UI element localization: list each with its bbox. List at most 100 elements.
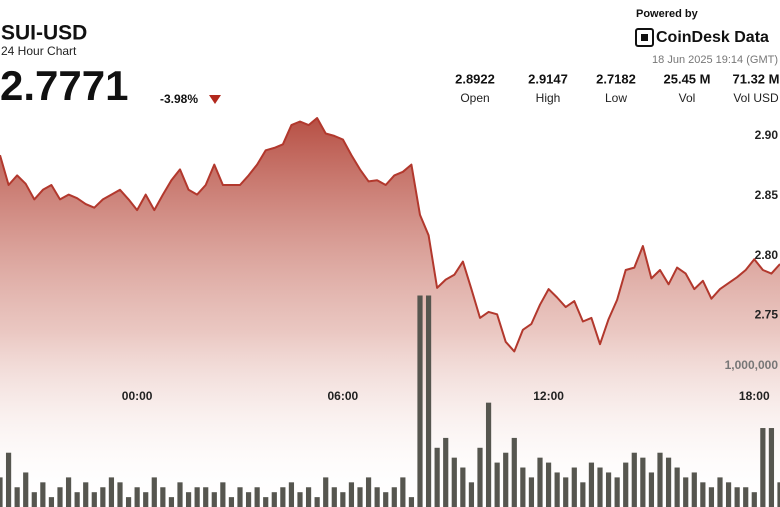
y-tick-label: 2.90 [755,128,779,142]
volume-bar [460,467,466,507]
volume-bar [314,497,320,507]
volume-bar [614,477,620,507]
volume-bar [168,497,175,507]
powered-by: Powered by [636,8,699,20]
volume-bar [700,482,706,507]
volume-bar [100,487,106,507]
volume-bar [57,487,63,507]
volume-bar [631,452,637,507]
volume-bar [48,497,55,507]
volume-bar [254,487,260,507]
volume-bar [657,452,663,507]
volume-bar [485,402,492,507]
volume-bar [648,472,655,507]
volume-bar [571,467,577,507]
brand-logo [635,28,654,47]
y-tick-label: 2.80 [755,248,779,262]
volume-bar [777,482,780,507]
volume-bar [477,447,483,507]
volume-bar [468,482,475,507]
volume-bar [220,482,226,507]
volume-bar [348,482,355,507]
stat-value: 2.8922 [455,71,495,86]
volume-bar [357,487,363,507]
volume-bar [74,492,80,507]
volume-bar [263,497,269,507]
volume-bar [331,487,337,507]
volume-bar [143,492,149,507]
volume-bar [211,492,217,507]
volume-bar [708,487,715,507]
volume-bar [520,467,526,507]
volume-bar [177,482,183,507]
price-line [0,117,780,353]
volume-bar [125,497,132,507]
volume-bar [717,477,723,507]
subtitle: 24 Hour Chart [1,44,77,58]
stat-label: Open [460,91,489,105]
volume-bar [14,487,20,507]
volume-bar [305,487,312,507]
volume-bar [417,295,423,507]
volume-bar [245,492,252,507]
volume-bar [674,467,680,507]
volume-bar [108,477,115,507]
volume-bar [511,437,517,507]
volume-bar [323,477,329,507]
volume-bar [605,472,612,507]
volume-bar [751,492,757,507]
stat-label: Vol USD [733,91,779,105]
volume-bar [297,492,303,507]
volume-bar [434,447,440,507]
volume-bar [537,457,543,507]
volume-bar [340,492,346,507]
volume-bar [185,492,192,507]
volume-bar [83,482,89,507]
symbol: SUI-USD [1,22,87,45]
volume-bar [31,492,37,507]
volume-bar [640,457,646,507]
volume-bar [768,428,775,507]
volume-bar [503,452,509,507]
stat-value: 2.9147 [528,71,568,86]
stat-label: Low [605,91,627,105]
volume-bar [451,457,457,507]
change: -3.98% [160,92,198,106]
volume-bar [374,487,380,507]
volume-bar [0,477,3,507]
volume-bar [288,482,295,507]
y2-tick-label: 1,000,000 [725,358,779,372]
volume-bar [408,497,415,507]
volume-bar [528,477,535,507]
stat-label: Vol [679,91,696,105]
volume-bar [725,482,732,507]
volume-bar [391,487,397,507]
volume-bar [683,477,689,507]
volume-bar [665,457,672,507]
volume-bar [580,482,586,507]
stat-value: 25.45 M [664,71,711,86]
volume-bar [743,487,749,507]
volume-bar [134,487,140,507]
x-tick-label: 12:00 [533,389,564,403]
volume-bar [545,462,552,507]
price-area [0,118,780,507]
volume-bar [23,472,29,507]
stat-value: 2.7182 [596,71,636,86]
down-arrow [209,95,221,104]
x-tick-label: 06:00 [328,389,359,403]
stat-label: High [536,91,561,105]
volume-bar [160,487,166,507]
volume-bar [91,492,97,507]
volume-bar [228,497,235,507]
volume-bar [237,487,243,507]
volume-bar [588,462,595,507]
x-tick-label: 00:00 [122,389,153,403]
volume-bar [194,487,200,507]
volume-bar [760,428,766,507]
volume-bar [563,477,569,507]
volume-bar [400,477,406,507]
volume-bar [40,482,46,507]
price: 2.7771 [0,62,128,109]
